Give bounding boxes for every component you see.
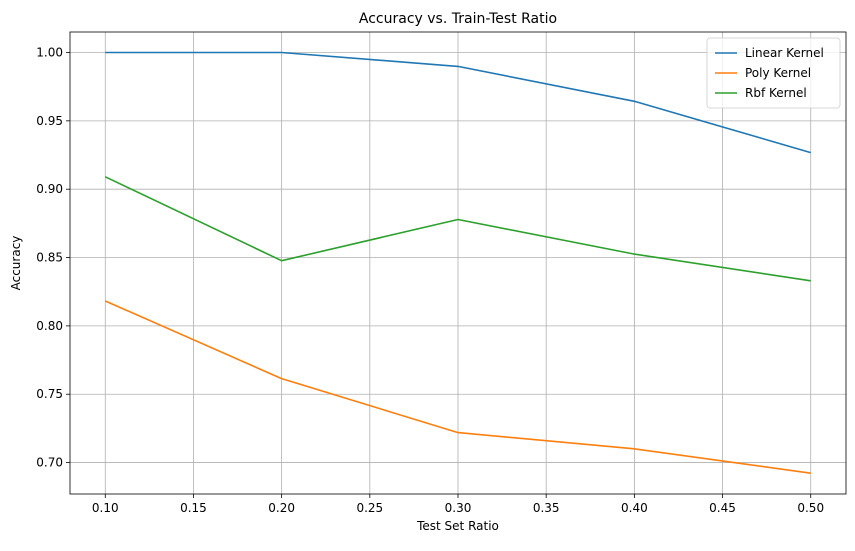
x-tick-label: 0.45 (709, 501, 736, 515)
series-line-poly-kernel (104, 300, 811, 474)
legend-label-linear-kernel: Linear Kernel (745, 46, 824, 60)
y-tick-label: 0.85 (36, 251, 63, 265)
y-tick-label: 0.80 (36, 319, 63, 333)
legend-label-rbf-kernel: Rbf Kernel (745, 86, 807, 100)
x-tick-label: 0.35 (533, 501, 560, 515)
grid (70, 32, 846, 494)
x-tick-label: 0.50 (797, 501, 824, 515)
y-axis-label: Accuracy (9, 236, 23, 291)
series-line-linear-kernel (105, 51, 811, 154)
chart-title: Accuracy vs. Train-Test Ratio (359, 11, 557, 27)
x-tick-label: 0.20 (268, 501, 295, 515)
x-axis-label: Test Set Ratio (416, 519, 499, 533)
series-line-rbf-kernel (104, 176, 811, 282)
y-axis-ticks: 0.70 0.75 0.80 0.85 0.90 0.95 1.00 (36, 46, 70, 470)
y-tick-label: 1.00 (36, 46, 63, 60)
y-tick-label: 0.70 (36, 456, 63, 470)
legend: Linear Kernel Poly Kernel Rbf Kernel (706, 37, 841, 109)
x-tick-label: 0.25 (356, 501, 383, 515)
y-tick-label: 0.90 (36, 182, 63, 196)
series-lines (104, 51, 811, 474)
legend-box (706, 37, 841, 109)
x-tick-label: 0.15 (180, 501, 207, 515)
x-tick-label: 0.10 (92, 501, 119, 515)
y-tick-label: 0.75 (36, 387, 63, 401)
x-tick-label: 0.40 (621, 501, 648, 515)
y-tick-label: 0.95 (36, 114, 63, 128)
x-axis-ticks: 0.10 0.15 0.20 0.25 0.30 0.35 0.40 0.45 0.50 (92, 494, 824, 515)
legend-label-poly-kernel: Poly Kernel (745, 66, 811, 80)
x-tick-label: 0.30 (445, 501, 472, 515)
